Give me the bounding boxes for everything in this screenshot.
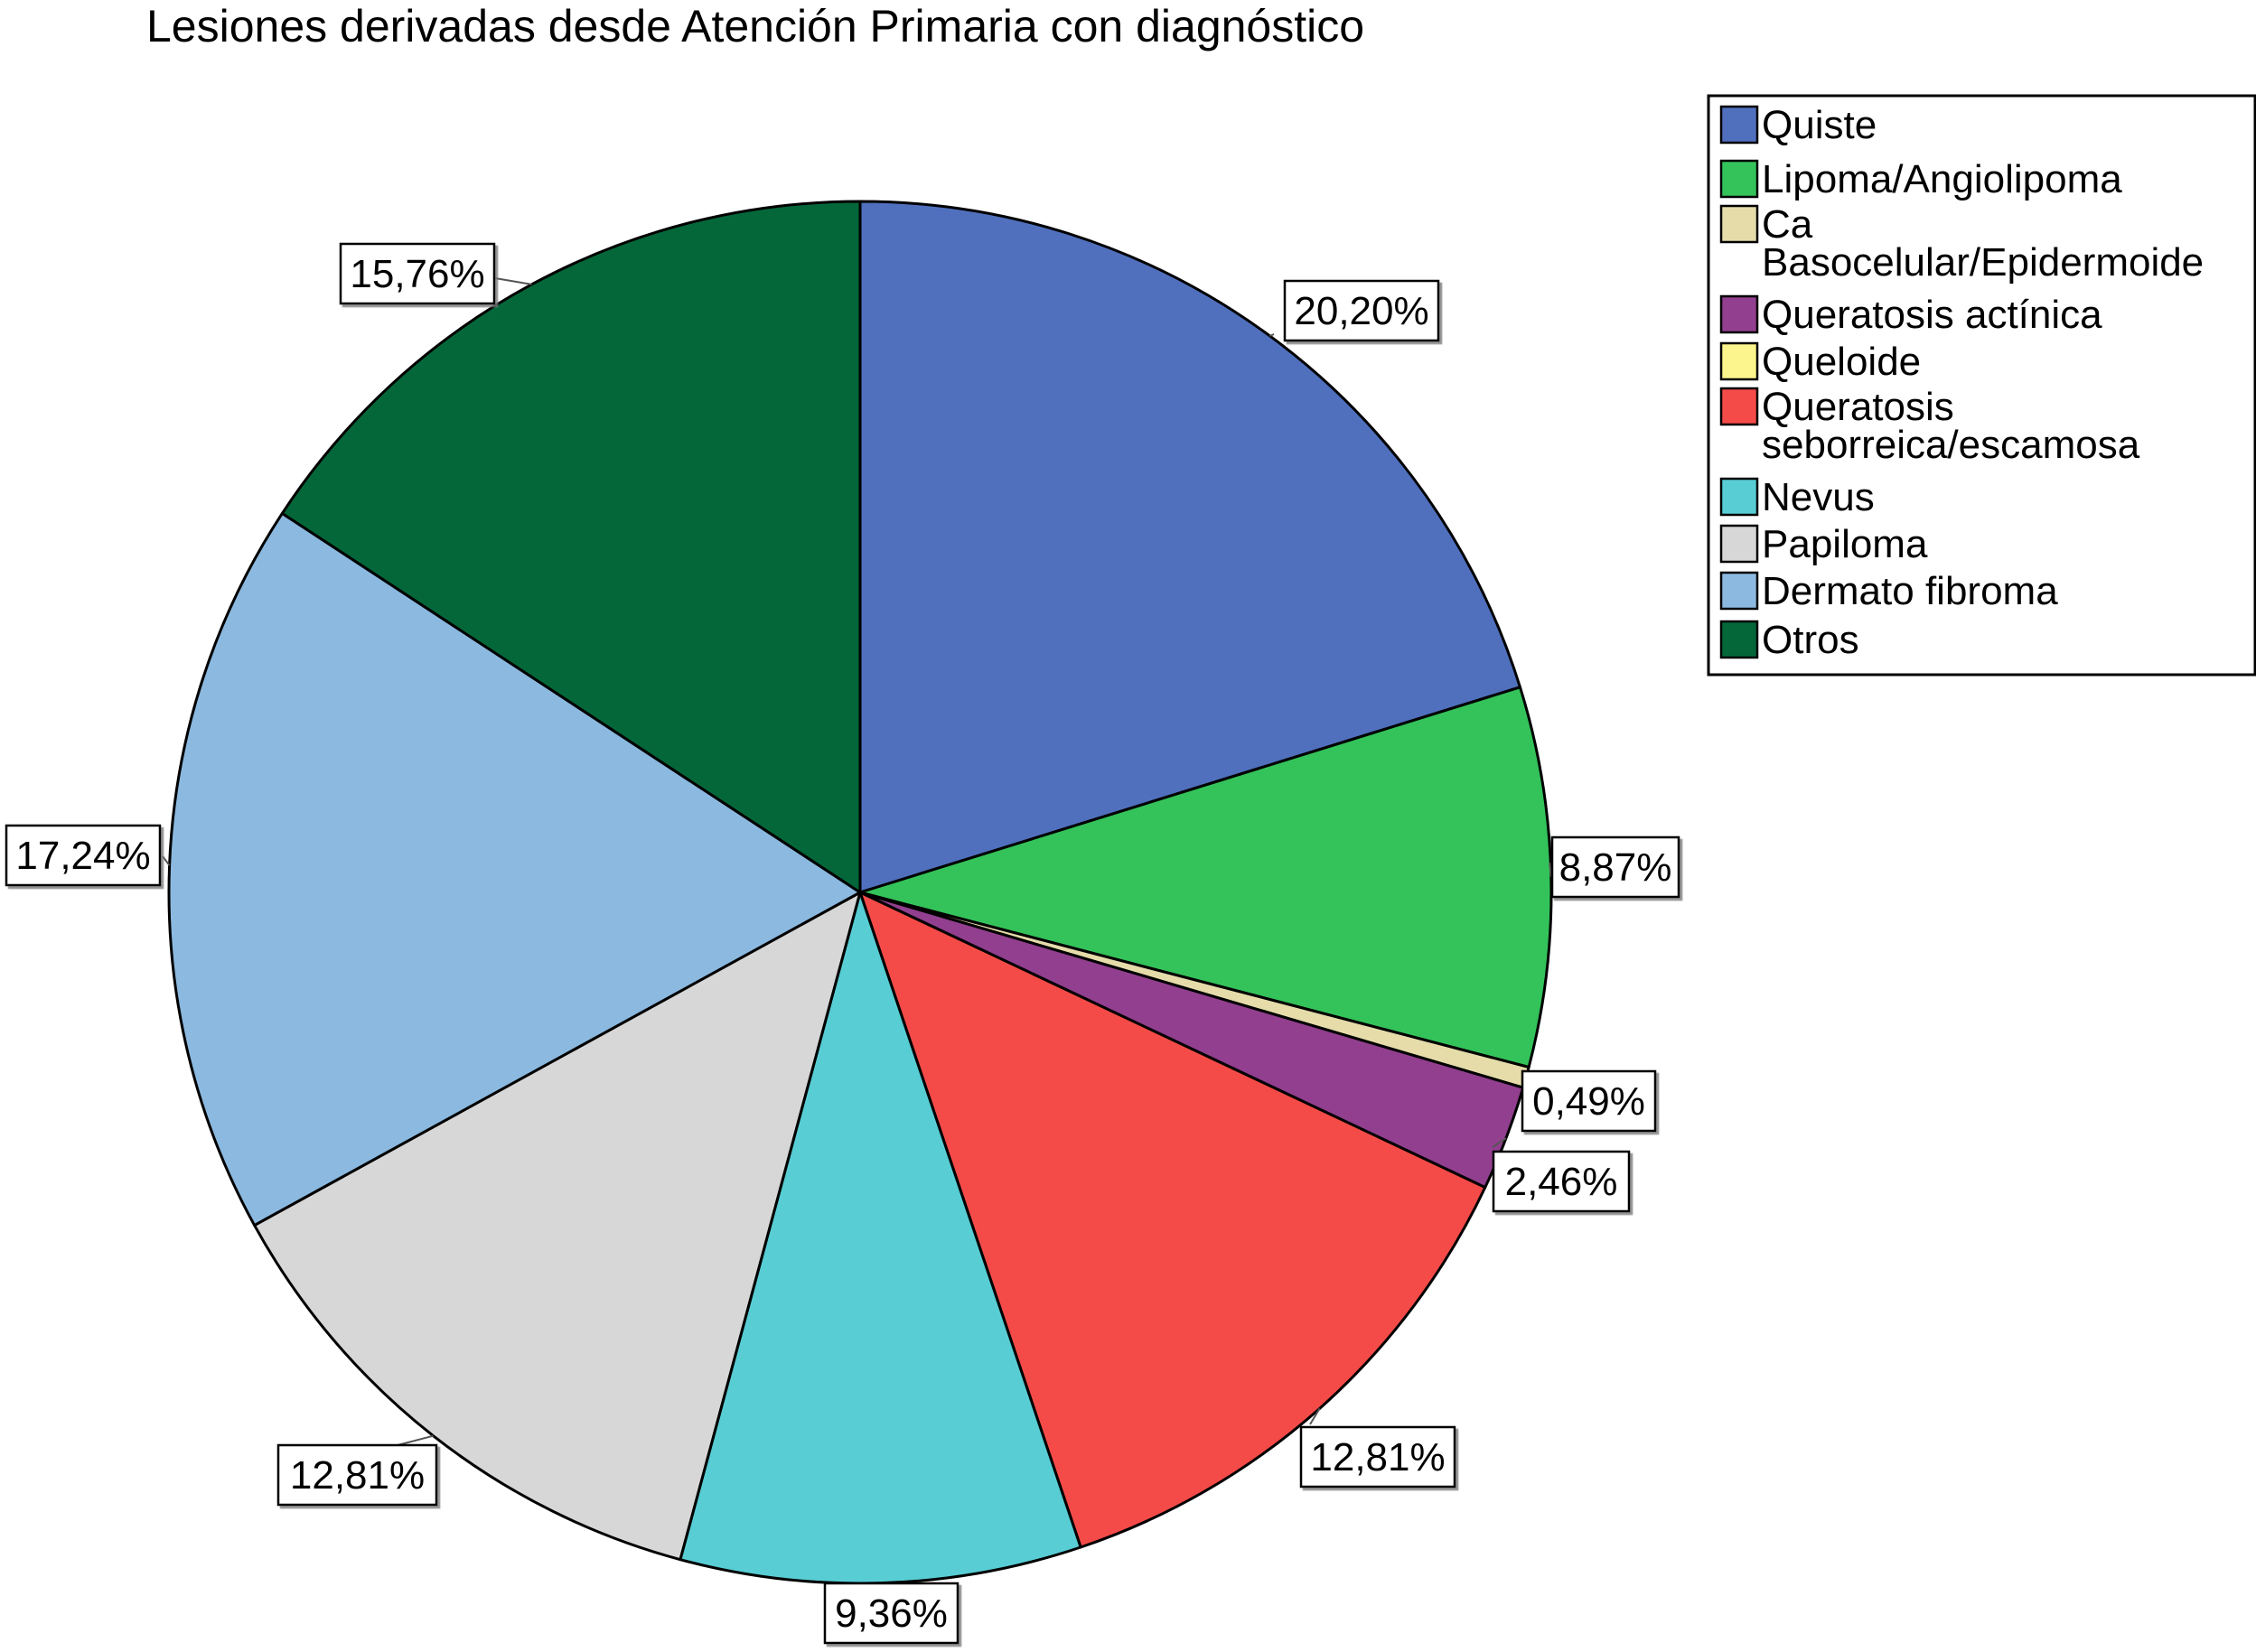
legend-entry-queratosis-act-nica: Queratosis actínica — [1719, 293, 2102, 337]
data-label: 20,20% — [1283, 279, 1440, 342]
legend-label: Otros — [1762, 618, 1859, 662]
legend-entry-queloide: Queloide — [1719, 340, 1921, 384]
data-label-box — [339, 242, 496, 305]
data-label: 15,76% — [339, 242, 496, 305]
data-label-box — [1299, 1425, 1456, 1489]
pie-slice-papiloma — [253, 891, 862, 1562]
leader-line — [162, 855, 171, 866]
data-label-box — [276, 1443, 438, 1507]
data-label-text: 17,24% — [15, 834, 150, 878]
legend-label: Nevus — [1762, 475, 1875, 519]
legend-swatch — [1719, 477, 1759, 517]
data-label-text: 12,81% — [290, 1453, 425, 1498]
legend-swatch — [1719, 341, 1759, 381]
legend-entry-nevus: Nevus — [1719, 475, 1875, 519]
legend-entry-lipoma-angiolipoma: Lipoma/Angiolipoma — [1719, 157, 2122, 201]
legend-label: Basocelular/Epidermoide — [1762, 240, 2204, 285]
legend-swatch — [1719, 294, 1759, 334]
data-label: 9,36% — [823, 1582, 960, 1645]
data-label-box — [5, 824, 162, 887]
legend-swatch — [1719, 387, 1759, 426]
legend-label: Lipoma/Angiolipoma — [1762, 157, 2122, 201]
legend-label: Ca — [1762, 202, 1813, 247]
legend-entry-papiloma: Papiloma — [1719, 522, 1928, 566]
legend-entry-quiste: Quiste — [1719, 103, 1877, 147]
legend-frame — [1707, 94, 2256, 677]
data-label-text: 9,36% — [835, 1591, 948, 1636]
data-label-text: 0,49% — [1532, 1079, 1645, 1124]
legend: Quiste Lipoma/AngiolipomaCaBasocelular/Ep… — [1707, 94, 2256, 677]
legend-label: Papiloma — [1762, 522, 1928, 566]
data-label-box — [1521, 1069, 1657, 1133]
leader-line — [1492, 1137, 1507, 1148]
pie-slices — [167, 200, 1553, 1585]
data-label: 2,46% — [1492, 1150, 1631, 1213]
data-labels: 20,20% 8,87% 0,49% 2,46% 12,81% 9,36% 12,81% 17… — [5, 242, 1680, 1645]
legend-label: Queloide — [1762, 340, 1921, 384]
data-label: 0,49% — [1521, 1069, 1657, 1133]
legend-swatch — [1719, 204, 1759, 244]
legend-label: Queratosis — [1762, 385, 1954, 429]
leader-line — [397, 1434, 434, 1446]
data-label-text: 2,46% — [1505, 1160, 1618, 1204]
data-label-box — [1492, 1150, 1631, 1213]
legend-label: seborreica/escamosa — [1762, 423, 2140, 467]
legend-entry-dermato-fibroma: Dermato fibroma — [1719, 569, 2058, 613]
legend-swatch — [1719, 620, 1759, 659]
legend-label: Quiste — [1762, 103, 1877, 147]
legend-swatch — [1719, 571, 1759, 611]
legend-label: Queratosis actínica — [1762, 293, 2102, 337]
chart-title: Lesiones derivadas desde Atención Primar… — [146, 1, 1364, 51]
pie-slice-quiste — [858, 200, 1521, 894]
data-label-text: 15,76% — [350, 252, 484, 296]
legend-swatch — [1719, 159, 1759, 199]
data-label: 17,24% — [5, 824, 162, 887]
pie-slice-queratosis-seborreica-escamosa — [858, 891, 1487, 1549]
data-label-box — [1550, 835, 1680, 899]
data-label-text: 12,81% — [1310, 1435, 1445, 1479]
legend-swatch — [1719, 524, 1759, 564]
legend-swatch — [1719, 105, 1759, 145]
data-label-box — [823, 1582, 960, 1645]
leader-line — [1309, 1407, 1321, 1425]
data-label-text: 8,87% — [1559, 845, 1672, 890]
leader-line — [494, 277, 532, 285]
data-label: 12,81% — [1299, 1425, 1456, 1489]
legend-label: Dermato fibroma — [1762, 569, 2058, 613]
pie-slice-otros — [280, 200, 862, 894]
data-label-box — [1283, 279, 1440, 342]
leader-line — [1549, 862, 1552, 877]
legend-entry-otros: Otros — [1719, 618, 1859, 662]
leader-line — [1269, 333, 1275, 337]
data-label: 12,81% — [276, 1443, 438, 1507]
data-label-text: 20,20% — [1294, 289, 1428, 333]
data-label: 8,87% — [1550, 835, 1680, 899]
